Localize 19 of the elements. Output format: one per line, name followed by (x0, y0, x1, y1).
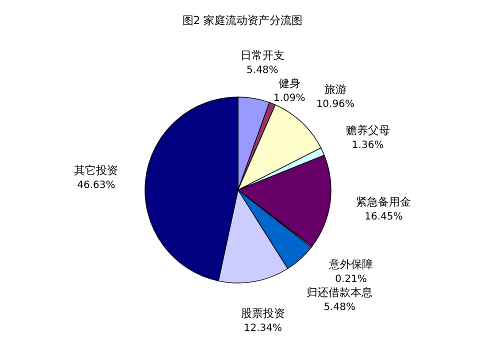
chart-title: 图2 家庭流动资产分流图 (182, 14, 303, 27)
data-label: 5.48% (324, 302, 356, 313)
slice-label: 紧急备用金 (356, 195, 412, 208)
data-label: 1.09% (273, 92, 306, 104)
slice-label: 健身 (278, 76, 300, 90)
data-label: 16.45% (364, 211, 403, 222)
slice-label: 意外保障 (328, 258, 373, 271)
data-label: 1.36% (352, 140, 384, 151)
data-label: 0.21% (335, 274, 367, 285)
slice-label: 其它投资 (74, 164, 118, 178)
data-label: 12.34% (244, 322, 282, 334)
slice-label: 赡养父母 (346, 124, 390, 137)
data-label: 10.96% (316, 98, 354, 110)
slice-label: 旅游 (324, 82, 346, 96)
slice-label: 日常开支 (240, 48, 284, 62)
slice-label: 归还借款本息 (306, 286, 373, 299)
slice-label: 股票投资 (240, 306, 285, 320)
data-label: 5.48% (246, 64, 278, 76)
data-label: 46.63% (77, 180, 116, 192)
